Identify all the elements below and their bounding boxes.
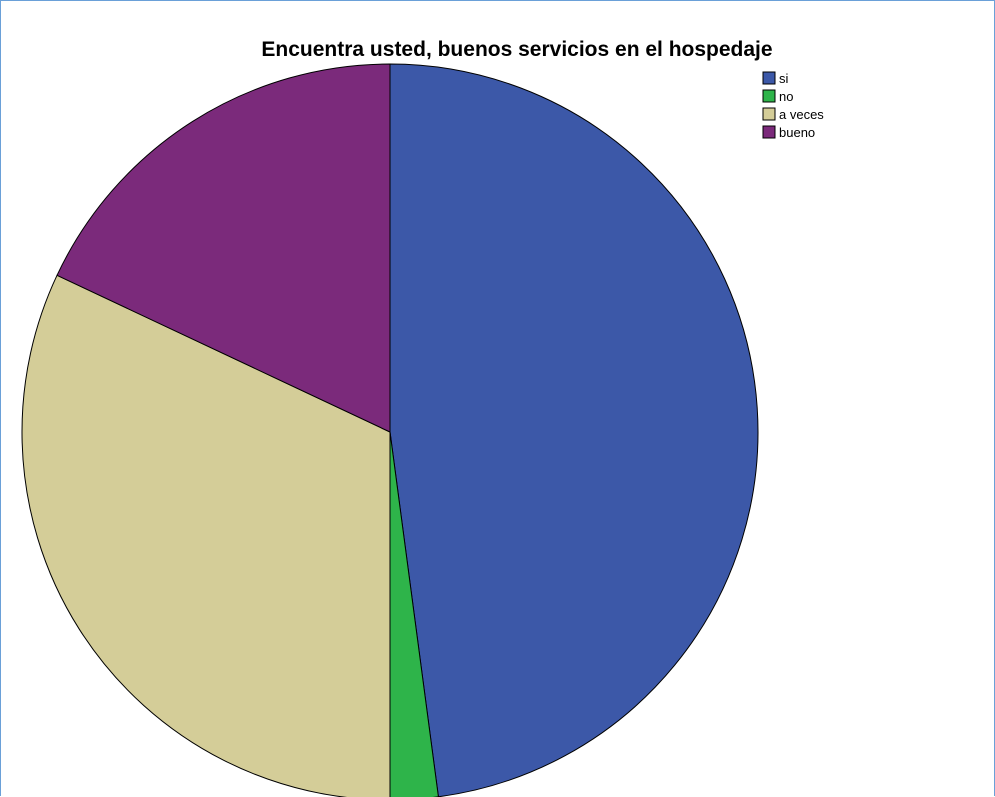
pie-slices (21, 63, 759, 797)
pie-slice-si (389, 63, 759, 797)
pie-slice-bueno (56, 63, 391, 433)
chart-title: Encuentra usted, buenos servicios en el … (261, 38, 772, 61)
legend-label-si: si (779, 71, 789, 86)
legend-swatch-si (762, 71, 776, 85)
legend-label-a-veces: a veces (779, 107, 824, 122)
legend-label-bueno: bueno (779, 125, 815, 140)
legend: si no a veces bueno (762, 71, 824, 140)
pie-slice-a-veces (21, 274, 391, 797)
legend-swatch-bueno (762, 125, 776, 139)
legend-swatch-a-veces (762, 107, 776, 121)
legend-swatch-no (762, 89, 776, 103)
legend-label-no: no (779, 89, 793, 104)
